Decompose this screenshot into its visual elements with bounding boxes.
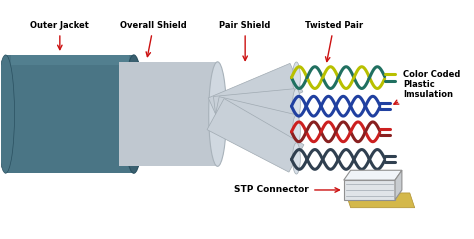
Polygon shape bbox=[10, 55, 129, 65]
Polygon shape bbox=[207, 98, 304, 172]
Bar bbox=[6, 55, 134, 173]
Ellipse shape bbox=[124, 55, 144, 173]
Polygon shape bbox=[212, 97, 300, 146]
Polygon shape bbox=[344, 180, 395, 200]
Text: Outer Jacket: Outer Jacket bbox=[30, 21, 89, 50]
Bar bbox=[119, 62, 218, 166]
Text: STP Connector: STP Connector bbox=[235, 185, 339, 195]
Ellipse shape bbox=[292, 62, 301, 93]
Polygon shape bbox=[208, 63, 303, 130]
Ellipse shape bbox=[292, 89, 301, 120]
Polygon shape bbox=[213, 89, 298, 132]
Ellipse shape bbox=[292, 143, 301, 174]
Ellipse shape bbox=[209, 62, 227, 166]
Text: Overall Shield: Overall Shield bbox=[120, 21, 187, 57]
Polygon shape bbox=[346, 193, 415, 208]
Text: Pair Shield: Pair Shield bbox=[219, 21, 271, 60]
Polygon shape bbox=[395, 170, 402, 200]
Ellipse shape bbox=[0, 55, 15, 173]
Ellipse shape bbox=[292, 115, 301, 147]
Text: Twisted Pair: Twisted Pair bbox=[305, 21, 363, 61]
Polygon shape bbox=[344, 170, 402, 180]
Text: Color Coded
Plastic
Imsulation: Color Coded Plastic Imsulation bbox=[394, 70, 460, 104]
